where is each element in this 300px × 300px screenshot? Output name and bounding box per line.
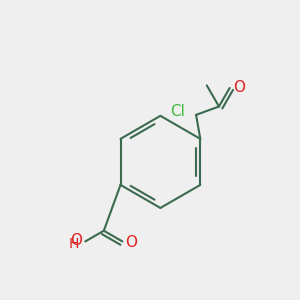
Text: O: O xyxy=(233,80,245,94)
Text: Cl: Cl xyxy=(170,104,185,119)
Text: H: H xyxy=(68,237,79,251)
Text: O: O xyxy=(70,233,82,248)
Text: O: O xyxy=(125,236,137,250)
